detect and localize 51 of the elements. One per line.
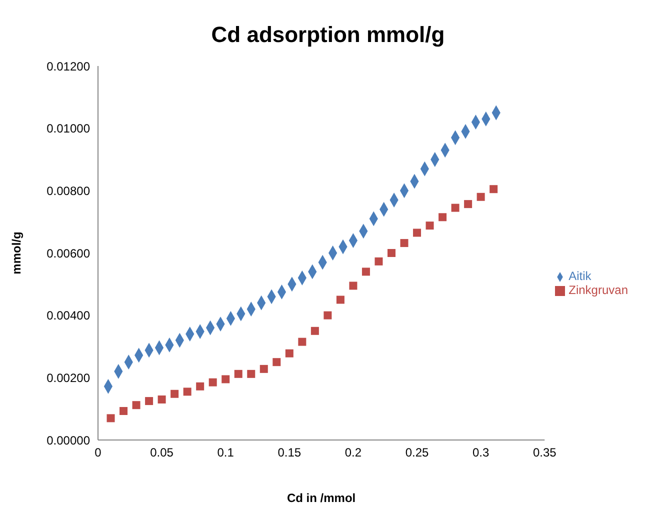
y-tick-label: 0.01200 xyxy=(46,59,90,74)
x-tick-label: 0.15 xyxy=(278,446,302,460)
point xyxy=(158,395,166,404)
x-tick-label: 0 xyxy=(94,446,102,460)
point xyxy=(413,228,422,237)
point xyxy=(260,364,268,373)
x-tick-label: 0.25 xyxy=(405,446,430,460)
legend-label: Aitik xyxy=(568,269,592,283)
point xyxy=(208,378,217,386)
point xyxy=(464,200,472,208)
point xyxy=(234,370,242,378)
point xyxy=(145,397,154,406)
x-tick-label: 0.35 xyxy=(532,446,557,460)
x-tick-label: 0.1 xyxy=(217,446,234,460)
point xyxy=(426,222,434,230)
point xyxy=(170,390,179,398)
point xyxy=(374,257,383,266)
point xyxy=(490,185,498,194)
point xyxy=(222,375,230,384)
y-tick-label: 0.00000 xyxy=(46,433,90,448)
chart-title: Cd adsorption mmol/g xyxy=(210,21,446,49)
point xyxy=(196,382,204,390)
y-tick-label: 0.00800 xyxy=(46,184,90,198)
point xyxy=(247,370,256,378)
y-axis-title: mmol/g xyxy=(9,232,24,274)
point xyxy=(336,296,344,304)
x-axis-title: Cd in /mmol xyxy=(286,491,356,505)
point xyxy=(183,388,192,396)
point xyxy=(438,213,447,222)
y-tick-label: 0.00600 xyxy=(46,246,90,260)
y-tick-label: 0.00200 xyxy=(46,370,90,385)
x-tick-label: 0.3 xyxy=(472,446,490,460)
legend-label: Zinkgruvan xyxy=(568,283,628,297)
point xyxy=(451,204,460,212)
y-tick-label: 0.01000 xyxy=(46,122,90,136)
y-tick-label: 0.00400 xyxy=(46,308,90,323)
x-tick-label: 0.2 xyxy=(344,446,362,460)
point xyxy=(285,349,294,358)
point xyxy=(120,407,128,416)
point xyxy=(400,239,408,248)
point xyxy=(298,338,306,346)
point xyxy=(106,414,115,422)
point xyxy=(476,192,485,201)
point xyxy=(272,358,281,366)
point xyxy=(310,326,319,335)
point xyxy=(349,282,358,290)
point xyxy=(387,249,396,257)
point xyxy=(362,268,370,276)
x-tick-label: 0.05 xyxy=(150,446,174,460)
point xyxy=(324,311,332,320)
point xyxy=(132,401,140,410)
